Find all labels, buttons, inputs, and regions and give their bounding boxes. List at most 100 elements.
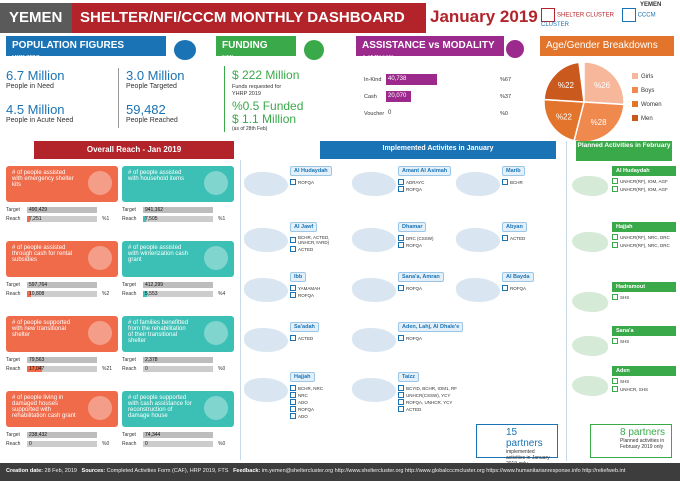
gov-map-shape [244, 378, 288, 402]
impl-org-label: ROFQA [298, 406, 315, 412]
target-label: Target [6, 432, 20, 438]
funded-word: Funded [262, 99, 304, 113]
reach-pct: %21 [102, 366, 113, 372]
reach-pct: %0 [102, 441, 110, 447]
impl-org: BCHR [502, 179, 562, 185]
reach-card: # of people assisted through cash for re… [6, 241, 118, 311]
plan-gov: Hadramout SHS [572, 282, 676, 312]
implemented-title: Implemented Activites in January [320, 141, 556, 159]
reach-card: # of people supported with new transitio… [6, 316, 118, 386]
shelter-icon [88, 321, 112, 345]
reach-card-text: # of people assisted with emergency shel… [12, 170, 74, 188]
planned-partners-sub: Planned activities in February 2019 only [620, 438, 665, 450]
impl-gov-name: Al Jawf [290, 222, 318, 232]
reach-fill [143, 291, 147, 297]
shelter-icon [204, 396, 228, 420]
header: YEMEN SHELTER/NFI/CCCM MONTHLY DASHBOARD… [0, 0, 680, 34]
reach-pct: %1 [218, 216, 226, 222]
pie-label: %22 [556, 113, 573, 122]
reach-card-header: # of families benefitted from the rehabi… [122, 316, 234, 352]
people-icon [174, 40, 196, 60]
gov-map-shape [244, 278, 288, 302]
plan-org-label: UNHCR(RF), IOM, AGF [620, 186, 668, 192]
funds-requested-label: Funds requested for [232, 84, 282, 90]
impl-org: ACTED [502, 235, 562, 241]
population-title: POPULATION FIGURES [12, 40, 125, 51]
impl-org-label: ACTED [298, 246, 314, 252]
impl-org-label: YAMAMAH [298, 285, 321, 291]
house-icon [612, 378, 618, 384]
impl-org-label: ROFQA [406, 285, 423, 291]
modality-value: 0 [388, 110, 392, 116]
modality-row: Cash 20,070 %37 [364, 91, 524, 108]
dashboard-title: SHELTER/NFI/CCCM MONTHLY DASHBOARD [72, 3, 426, 33]
agegender-panel: Age/Gender Breakdowns %26 %28 %22 %22 Girls… [540, 36, 674, 143]
impl-gov: Al Jawf BCHR, ACTED, UNHCR,YARD) ACTED [244, 220, 348, 272]
house-icon [290, 392, 296, 398]
target-bar: 412,299 [143, 282, 213, 288]
target-bar: 2,378 [143, 357, 213, 363]
feedback-label: Feedback: [233, 468, 261, 474]
impl-org-label: ACTED [510, 235, 526, 241]
impl-org: BCHR, ACTED, UNHCR,YARD) [290, 235, 350, 245]
cccm-cluster-logo-icon [621, 8, 636, 22]
impl-org-list: ADRAYC ROFQA [398, 178, 458, 192]
impl-gov: Sana'a, Amran ROFQA [352, 270, 456, 322]
impl-org-label: ADO [298, 399, 308, 405]
gov-map-shape [572, 376, 608, 396]
plan-gov-name: Hadramout [612, 282, 676, 292]
reach-row: Reach 7,505 %1 [122, 215, 225, 223]
gov-map-shape [572, 176, 608, 196]
reach-pct: %0 [218, 366, 226, 372]
house-icon [398, 406, 404, 412]
agegender-title: Age/Gender Breakdowns [546, 40, 658, 51]
reach-card-header: # of people assisted with household item… [122, 166, 234, 202]
reach-pct: %1 [102, 216, 110, 222]
target-value: 79,563 [29, 357, 45, 363]
modality-label: Voucher [364, 111, 385, 117]
reach-bar: 0 [143, 366, 213, 372]
reach-card-text: # of families benefitted from the rehabi… [128, 320, 189, 344]
pop-value: 59,482 [126, 102, 166, 117]
house-icon [612, 294, 618, 300]
target-bar: 597,764 [27, 282, 97, 288]
house-icon [502, 285, 508, 291]
modality-pct: %67 [500, 77, 512, 83]
impl-gov: Ibb YAMAMAH ROFQA [244, 270, 348, 322]
reach-cards: # of people assisted with emergency shel… [6, 166, 238, 462]
house-icon [612, 338, 618, 344]
impl-gov: Aden, Lahj, Al Dhale'e ROFQA [352, 320, 464, 372]
assistance-sub: # of People [362, 55, 395, 61]
impl-org-label: ROFQA [406, 242, 423, 248]
pop-label: People in Acute Need [6, 117, 74, 124]
sources-label: Sources: [81, 468, 106, 474]
target-bar: 74,344 [143, 432, 213, 438]
reach-label: Reach [6, 216, 21, 222]
pop-value: 6.7 Million [6, 68, 65, 83]
impl-org: ROFQA [290, 406, 350, 412]
target-label: Target [6, 357, 20, 363]
impl-gov-name: Al Bayda [502, 272, 534, 282]
funded-amount: $ 1.1 [232, 112, 259, 126]
plan-org: SHS [612, 294, 676, 300]
implemented-partners-box: 15 partners implemented activities in Ja… [476, 424, 558, 467]
logo-country: YEMEN [640, 2, 662, 8]
legend-item: Girls [632, 70, 662, 84]
modality-fill [386, 74, 437, 85]
plan-org: UNHCR, SHS [612, 386, 676, 392]
reach-label: Reach [122, 216, 137, 222]
feedback-links[interactable]: im.yemen@sheltercluster.org http://www.s… [261, 468, 626, 474]
house-icon [290, 292, 296, 298]
plan-org-list: UNHCR(RF), IOM, AGF UNHCR(RF), IOM, AGF [612, 178, 676, 192]
house-icon [612, 178, 618, 184]
target-fill [27, 207, 97, 213]
pie-label: %26 [594, 81, 611, 90]
impl-org-label: BCHR, ACTED, UNHCR,YARD) [298, 235, 330, 245]
house-icon [612, 386, 618, 392]
reach-bar: 7,505 [143, 216, 213, 222]
impl-gov-name: Abyan [502, 222, 527, 232]
reach-card-header: # of people assisted through cash for re… [6, 241, 118, 277]
impl-gov-name: Hajjah [290, 372, 315, 382]
target-bar: 490,429 [27, 207, 97, 213]
plan-gov: Aden SHS UNHCR, SHS [572, 366, 676, 396]
